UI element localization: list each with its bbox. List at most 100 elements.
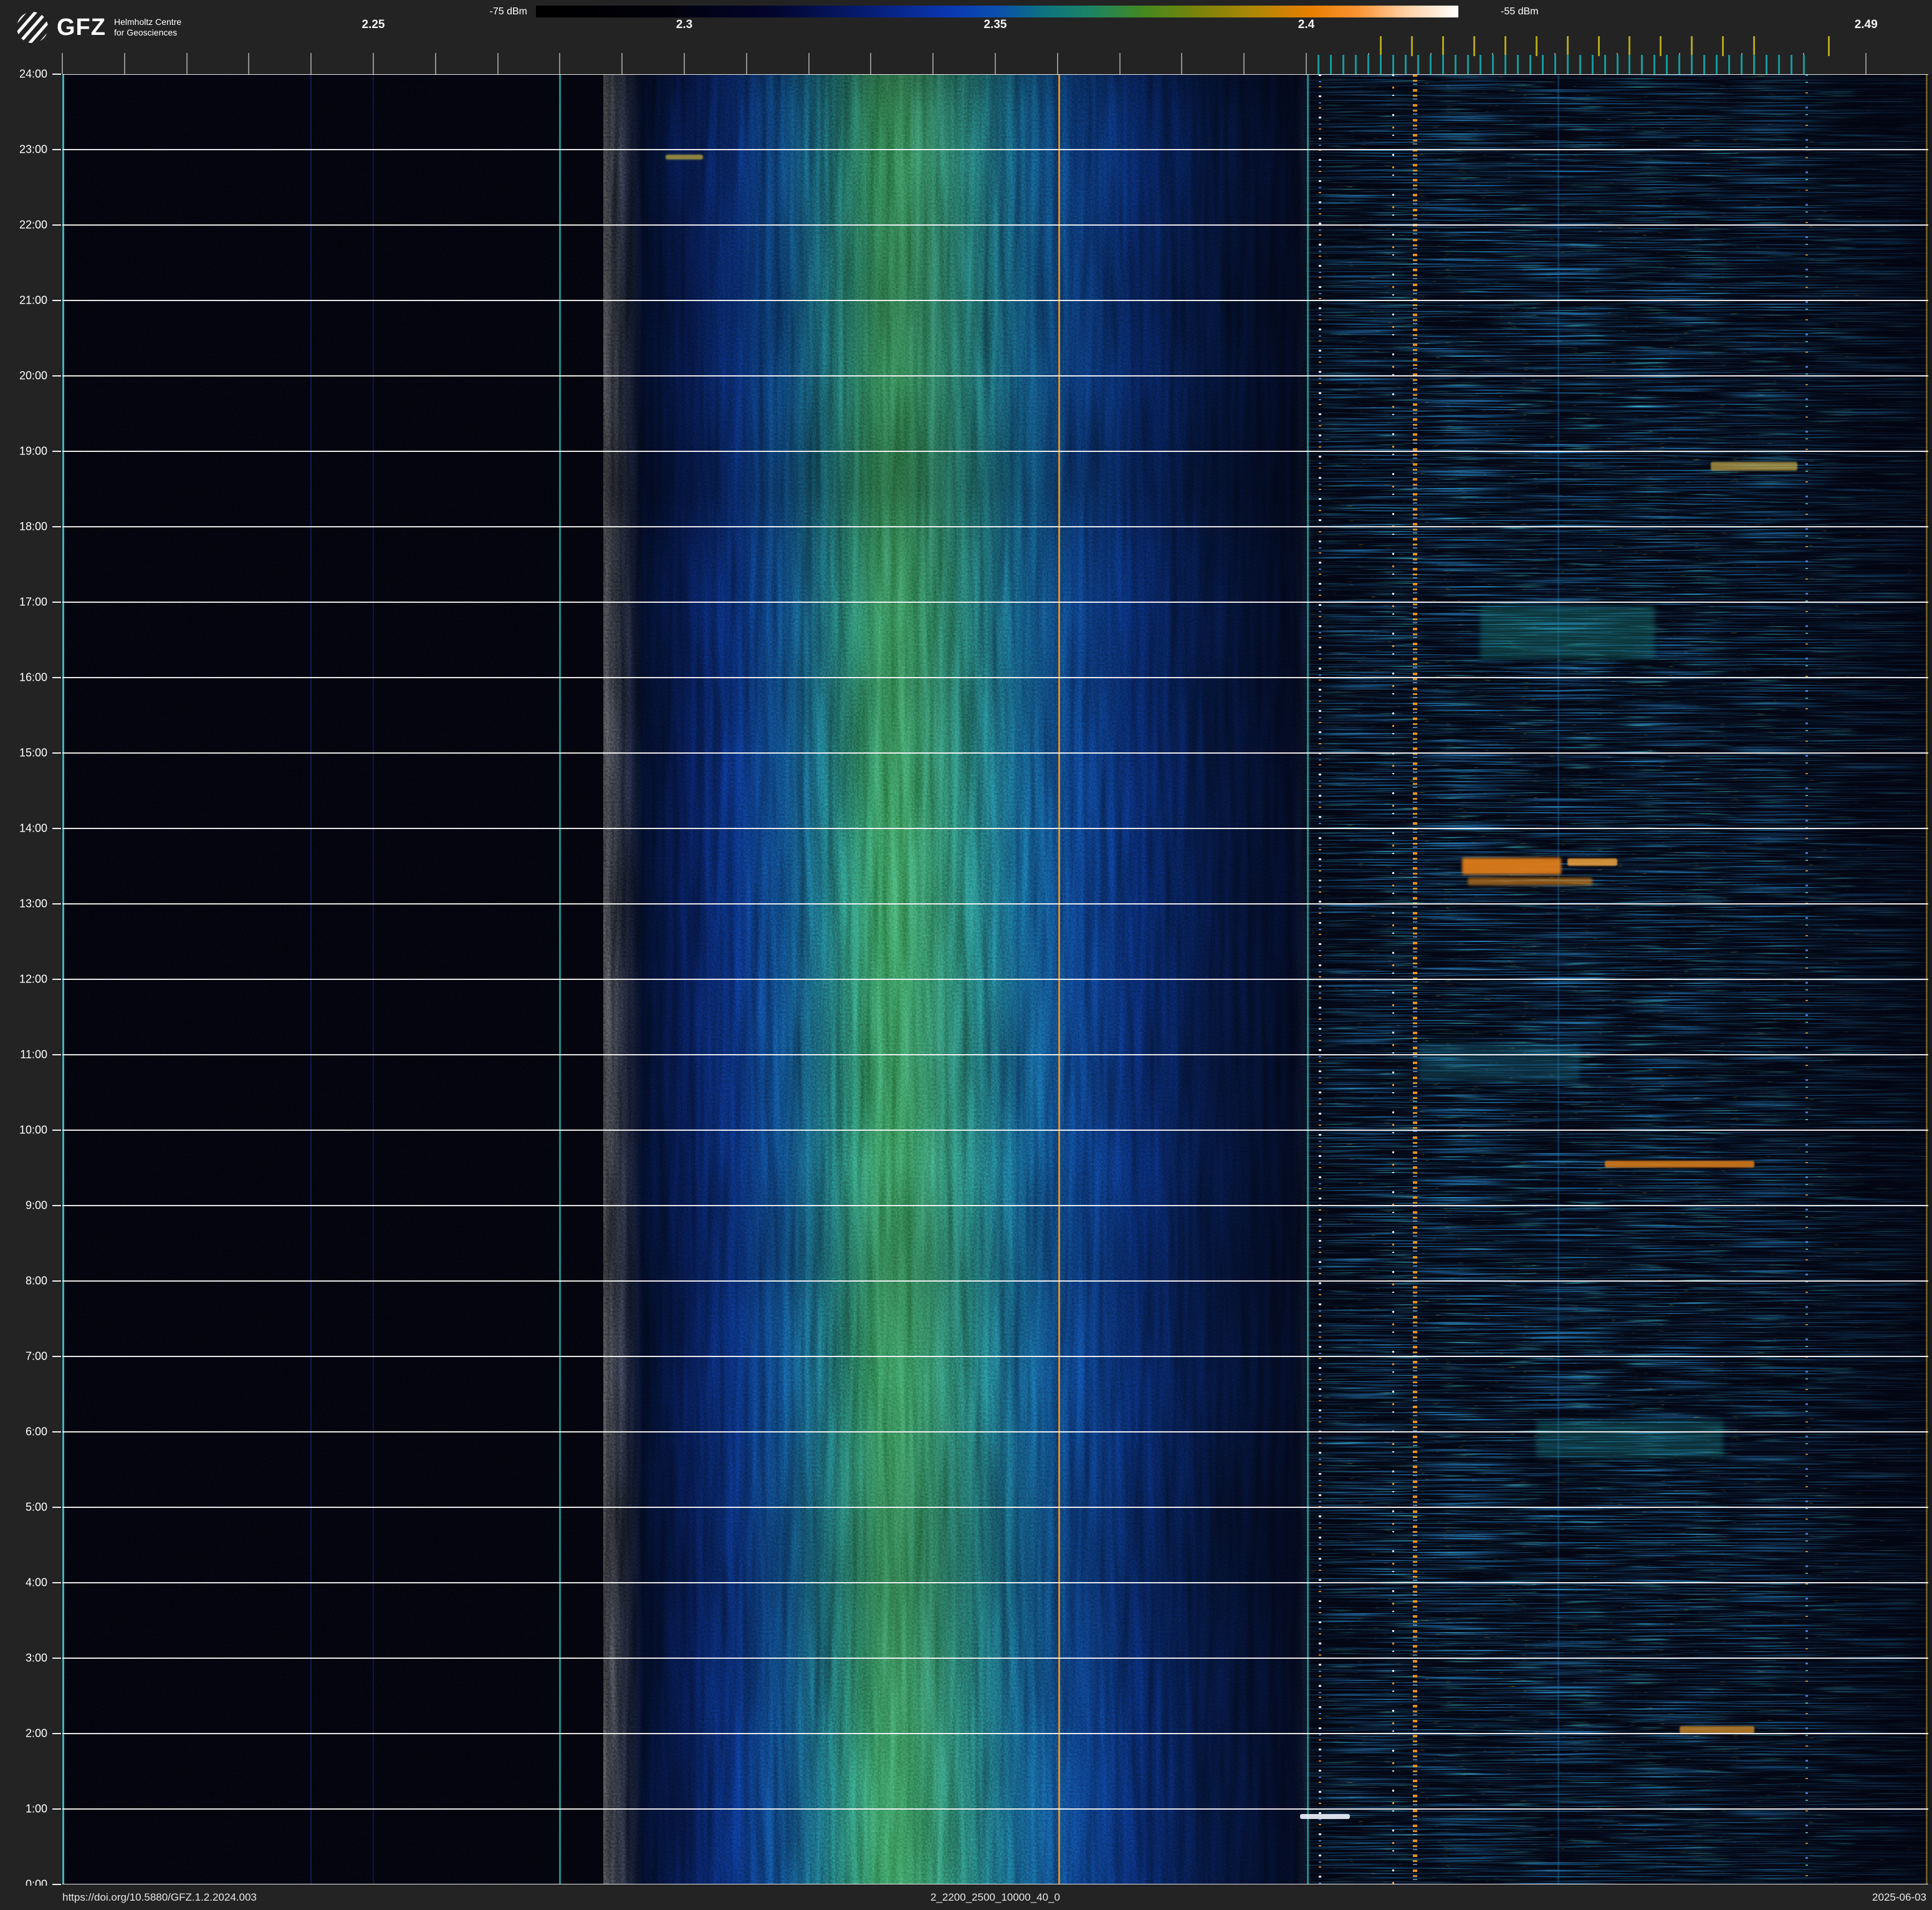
freq-minor-tick [559, 53, 561, 74]
freq-minor-tick [932, 53, 934, 74]
time-tick [52, 1356, 61, 1357]
wifi-channel-tick [1753, 36, 1756, 56]
ble-channel-tick [1653, 55, 1656, 74]
hour-gridline [62, 1130, 1928, 1131]
time-tick [52, 1582, 61, 1583]
burst-event [1567, 858, 1617, 866]
time-tick [52, 979, 61, 980]
ble-channel-tick [1380, 55, 1382, 74]
time-tick [52, 74, 61, 75]
gfz-logo-icon [17, 12, 48, 43]
ble-channel-tick [1728, 55, 1731, 74]
freq-minor-tick [434, 53, 436, 74]
ble-channel-tick [1703, 55, 1706, 74]
ble-channel-tick [1716, 55, 1718, 74]
ble-channel-tick [1479, 55, 1481, 74]
ble-channel-tick [1317, 55, 1320, 74]
freq-minor-tick [123, 53, 125, 74]
time-label: 8:00 [25, 1274, 47, 1287]
wifi-channel-tick [1411, 36, 1413, 56]
wifi-channel-tick [1597, 36, 1600, 56]
ble-channel-tick [1355, 55, 1357, 74]
hour-gridline [62, 677, 1928, 678]
time-tick [52, 1884, 61, 1885]
ble-channel-tick [1442, 55, 1445, 74]
ble-channel-tick [1392, 55, 1395, 74]
time-tick [52, 1658, 61, 1659]
ble-channel-tick [1541, 55, 1544, 74]
wifi-channel-tick [1442, 36, 1445, 56]
wifi-channel-tick [1504, 36, 1506, 56]
ble-channel-tick [1641, 55, 1643, 74]
freq-minor-tick [1865, 53, 1867, 74]
doi-link[interactable]: https://doi.org/10.5880/GFZ.1.2.2024.003 [62, 1891, 257, 1903]
time-label: 15:00 [19, 746, 47, 759]
colorbar-min-label: -75 dBm [489, 6, 527, 17]
time-label: 23:00 [19, 143, 47, 156]
freq-minor-tick [497, 53, 499, 74]
ble-channel-tick [1491, 55, 1494, 74]
ble-channel-tick [1430, 55, 1432, 74]
ble-channel-tick [1516, 55, 1519, 74]
time-tick [52, 1808, 61, 1810]
burst-event [1605, 1161, 1754, 1168]
time-tick [52, 526, 61, 527]
hour-gridline [62, 979, 1928, 980]
freq-minor-tick [995, 53, 996, 74]
hour-gridline [62, 903, 1928, 905]
wifi-channel-tick [1827, 36, 1830, 56]
freq-minor-tick [186, 53, 188, 74]
hour-gridline [62, 1658, 1928, 1659]
ble-channel-tick [1766, 55, 1768, 74]
ble-channel-tick [1616, 55, 1619, 74]
hour-gridline [62, 375, 1928, 377]
time-label: 22:00 [19, 218, 47, 231]
ble-channel-tick [1554, 55, 1556, 74]
freq-label: 2.49 [1854, 18, 1878, 31]
hour-gridline [62, 602, 1928, 603]
wifi-channel-tick [1535, 36, 1537, 56]
time-label: 20:00 [19, 369, 47, 382]
footer: https://doi.org/10.5880/GFZ.1.2.2024.003… [0, 1886, 1932, 1910]
burst-event [666, 154, 703, 160]
ble-channel-tick [1666, 55, 1668, 74]
hour-gridline [62, 1507, 1928, 1508]
right-margin [1928, 74, 1932, 1884]
time-tick [52, 903, 61, 905]
time-label: 1:00 [25, 1802, 47, 1815]
time-tick [52, 1205, 61, 1206]
wifi-channel-tick [1566, 36, 1569, 56]
ble-channel-tick [1591, 55, 1594, 74]
hour-gridline [62, 752, 1928, 754]
ble-channel-tick [1466, 55, 1469, 74]
time-tick [52, 149, 61, 150]
time-label: 6:00 [25, 1425, 47, 1438]
time-tick [52, 300, 61, 301]
time-label: 18:00 [19, 520, 47, 533]
freq-minor-tick [808, 53, 810, 74]
wifi-channel-tick [1473, 36, 1475, 56]
brand-subtitle-line1: Helmholtz Centre [113, 17, 182, 27]
dataset-id: 2_2200_2500_10000_40_0 [930, 1891, 1061, 1903]
burst-event [1418, 1043, 1581, 1082]
burst-event [1461, 858, 1562, 875]
time-label: 7:00 [25, 1350, 47, 1363]
ble-channel-tick [1342, 55, 1345, 74]
time-tick [52, 451, 61, 452]
ble-channel-tick [1790, 55, 1792, 74]
hour-gridline [62, 224, 1928, 226]
hour-gridline [62, 526, 1928, 527]
hour-gridline [62, 1431, 1928, 1432]
burst-event [1710, 461, 1798, 471]
ble-channel-tick [1504, 55, 1506, 74]
time-tick [52, 602, 61, 603]
time-tick [52, 224, 61, 226]
freq-minor-tick [621, 53, 623, 74]
time-tick [52, 752, 61, 754]
time-label: 5:00 [25, 1500, 47, 1514]
freq-minor-tick [1056, 53, 1058, 74]
time-label: 3:00 [25, 1651, 47, 1664]
brand-subtitle-line2: for Geosciences [113, 27, 178, 37]
wifi-channel-tick [1380, 36, 1382, 56]
hour-gridline [62, 149, 1928, 150]
